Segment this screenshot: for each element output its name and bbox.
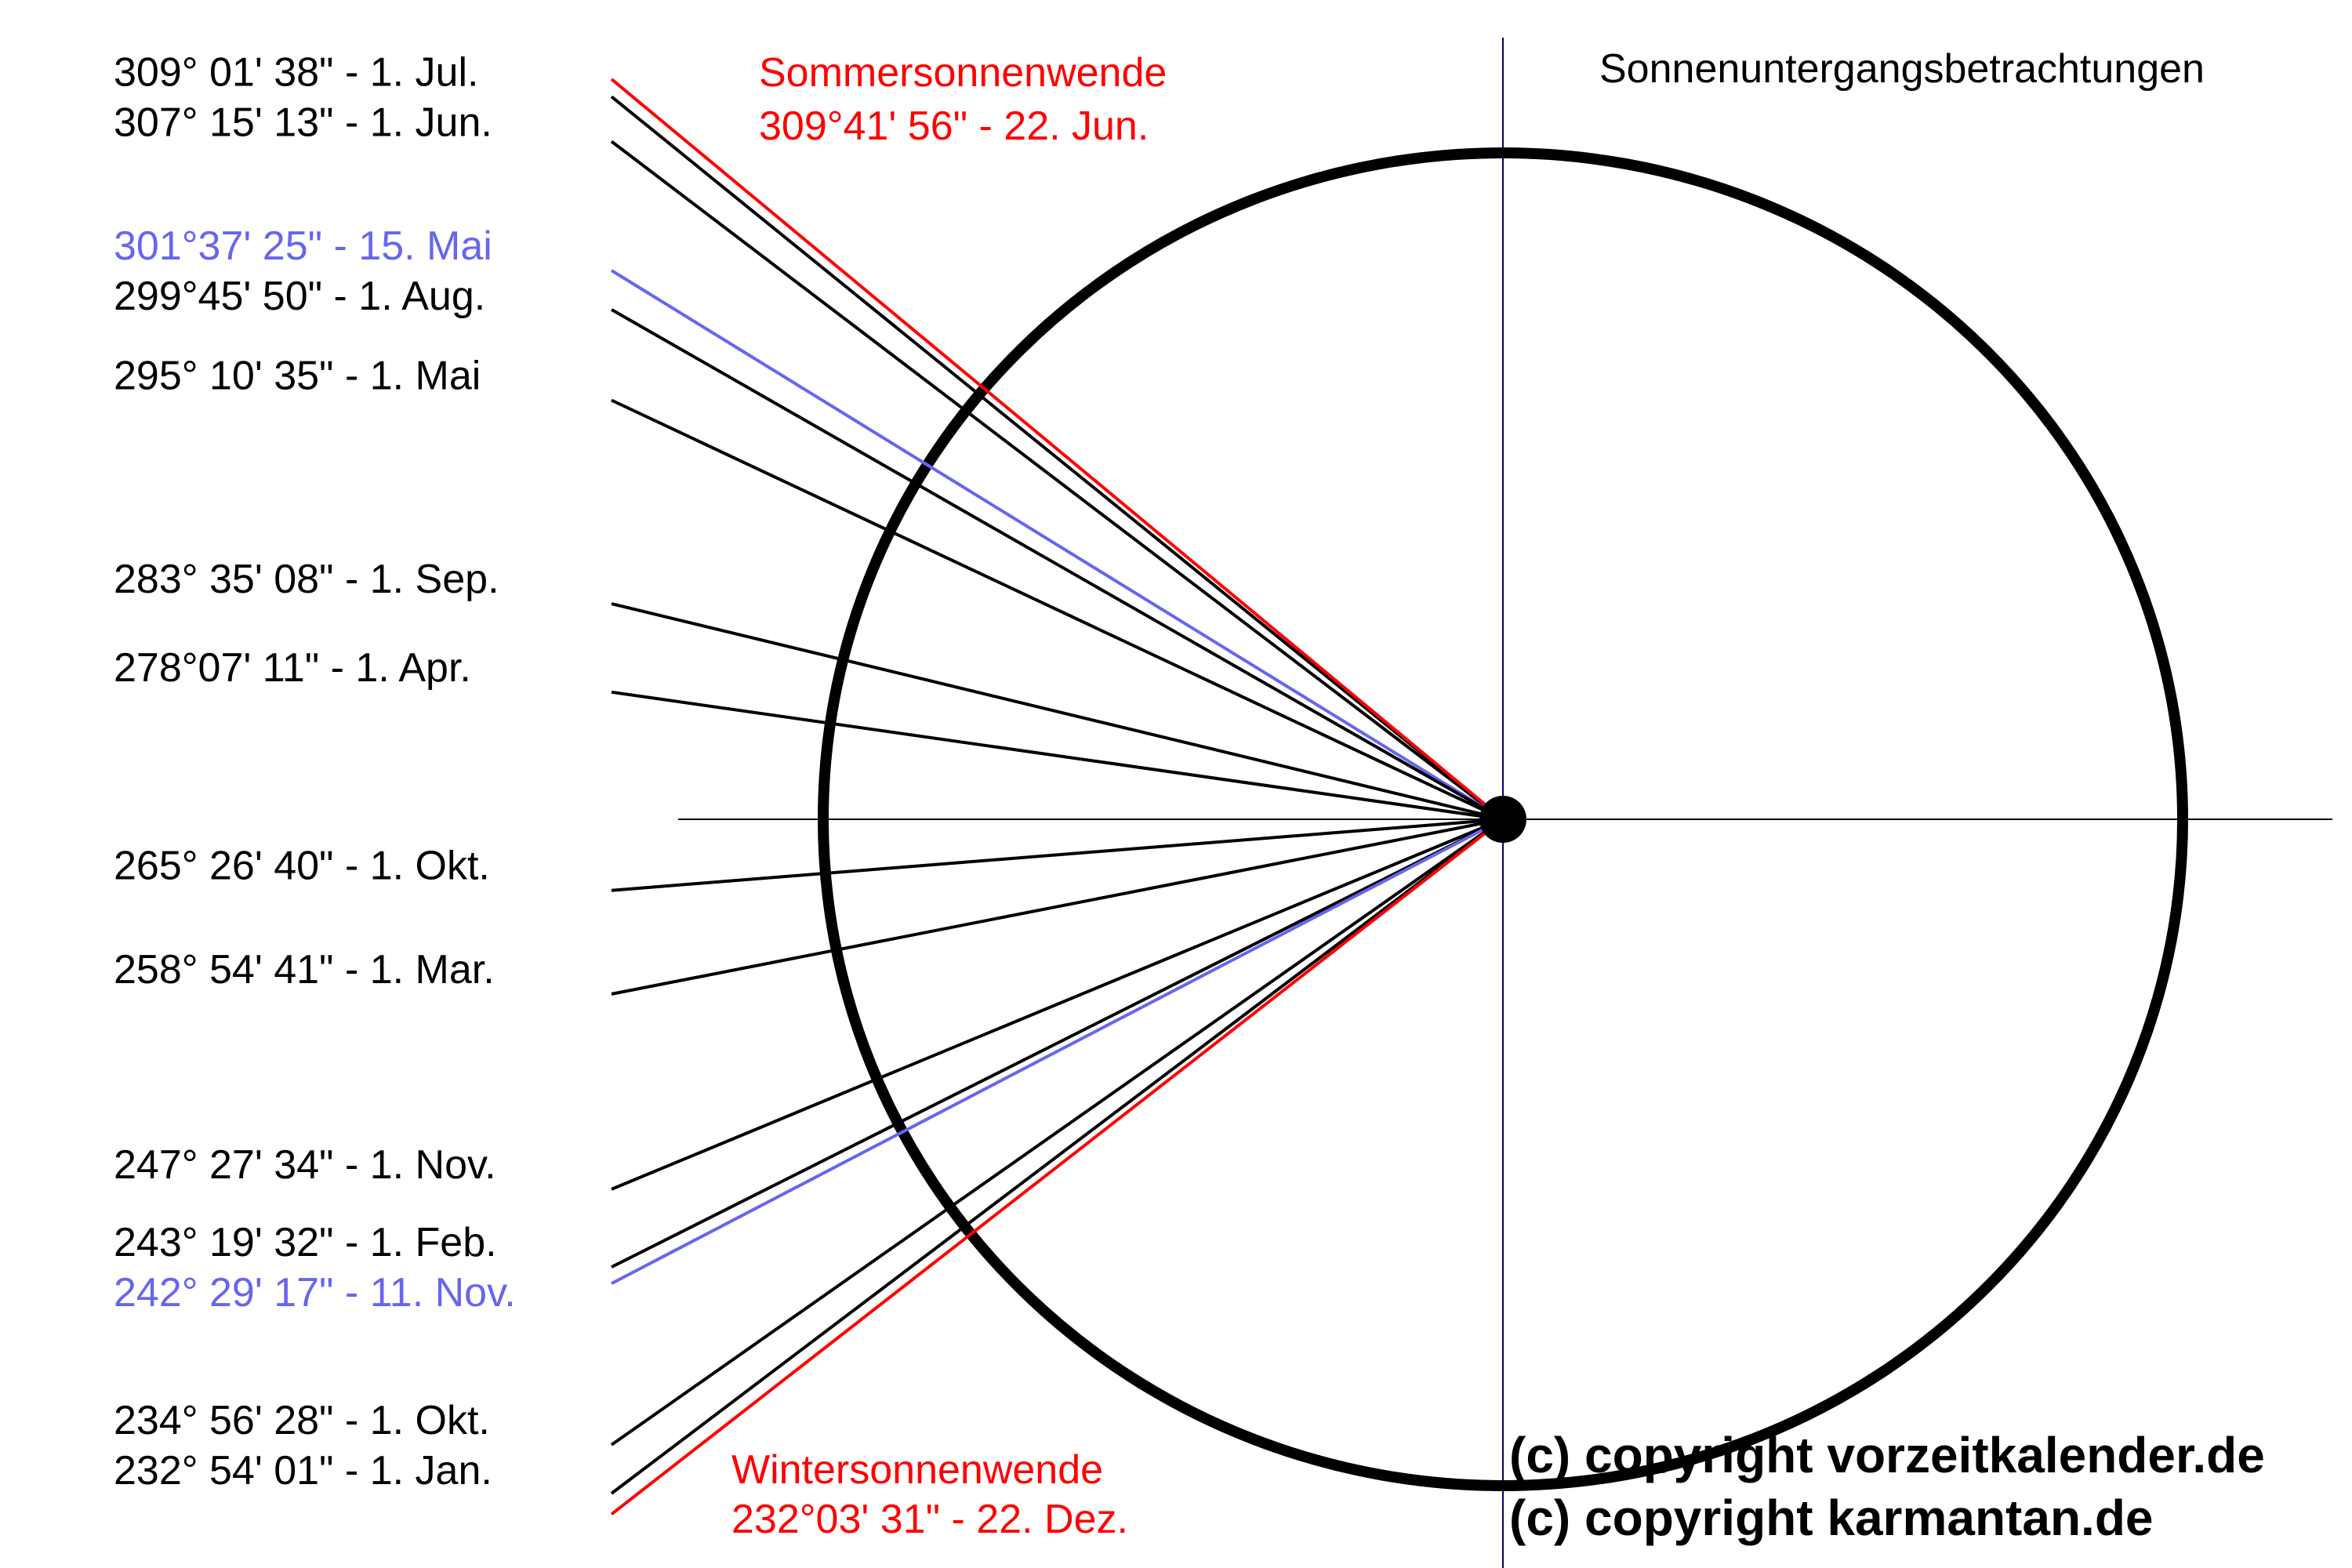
sunset-ray-0 bbox=[610, 95, 1504, 821]
sunset-ray-6 bbox=[611, 690, 1504, 821]
diagram-title: Sonnenuntergangsbetrachtungen bbox=[1599, 46, 2205, 92]
azimuth-label-9: 247° 27' 34" - 1. Nov. bbox=[114, 1142, 496, 1188]
azimuth-label-12: 234° 56' 28" - 1. Okt. bbox=[114, 1398, 490, 1443]
azimuth-label-2: 301°37' 25" - 15. Mai bbox=[114, 223, 492, 269]
sunset-ray-2 bbox=[610, 269, 1504, 821]
azimuth-label-0: 309° 01' 38" - 1. Jul. bbox=[114, 49, 478, 95]
winter-solstice-name: Wintersonnenwende bbox=[731, 1447, 1103, 1493]
winter-solstice-value: 232°03' 31" - 22. Dez. bbox=[731, 1497, 1128, 1542]
sunset-ray-1 bbox=[610, 140, 1504, 821]
copyright-line-1: (c) copyright vorzeitkalender.de bbox=[1509, 1427, 2265, 1483]
azimuth-label-4: 295° 10' 35" - 1. Mai bbox=[114, 354, 481, 399]
sunset-ray-11 bbox=[611, 818, 1504, 1285]
summer-solstice-value: 309°41' 56" - 22. Jun. bbox=[759, 103, 1149, 149]
azimuth-label-11: 242° 29' 17" - 11. Nov. bbox=[114, 1270, 516, 1316]
sunset-ray-12 bbox=[610, 818, 1504, 1446]
azimuth-label-6: 278°07' 11" - 1. Apr. bbox=[114, 645, 471, 691]
horizon-circle bbox=[818, 147, 2188, 1491]
azimuth-label-13: 232° 54' 01" - 1. Jan. bbox=[114, 1448, 492, 1494]
sunset-ray-5 bbox=[611, 602, 1504, 821]
sunset-rays bbox=[610, 78, 1504, 1515]
azimuth-labels: 309° 01' 38" - 1. Jul. 307° 15' 13" - 1. … bbox=[114, 49, 516, 1494]
summer-solstice-ray bbox=[610, 78, 1504, 821]
copyright-line-2: (c) copyright karmantan.de bbox=[1509, 1490, 2154, 1546]
sunset-ray-9 bbox=[611, 818, 1504, 1191]
azimuth-label-1: 307° 15' 13" - 1. Jun. bbox=[114, 100, 492, 145]
azimuth-label-7: 265° 26' 40" - 1. Okt. bbox=[114, 844, 490, 889]
observer-point bbox=[1479, 796, 1526, 843]
sunset-ray-8 bbox=[611, 818, 1504, 996]
azimuth-label-10: 243° 19' 32" - 1. Feb. bbox=[114, 1220, 497, 1265]
sunset-ray-13 bbox=[610, 818, 1504, 1495]
sunset-ray-10 bbox=[611, 818, 1504, 1269]
azimuth-label-3: 299°45' 50" - 1. Aug. bbox=[114, 274, 485, 319]
winter-solstice-ray bbox=[610, 818, 1504, 1515]
sunset-ray-7 bbox=[611, 818, 1504, 892]
azimuth-label-8: 258° 54' 41" - 1. Mar. bbox=[114, 947, 495, 993]
azimuth-label-5: 283° 35' 08" - 1. Sep. bbox=[114, 557, 499, 602]
summer-solstice-name: Sommersonnenwende bbox=[759, 50, 1167, 96]
sunset-ray-3 bbox=[611, 308, 1504, 821]
sunset-ray-4 bbox=[611, 398, 1504, 821]
